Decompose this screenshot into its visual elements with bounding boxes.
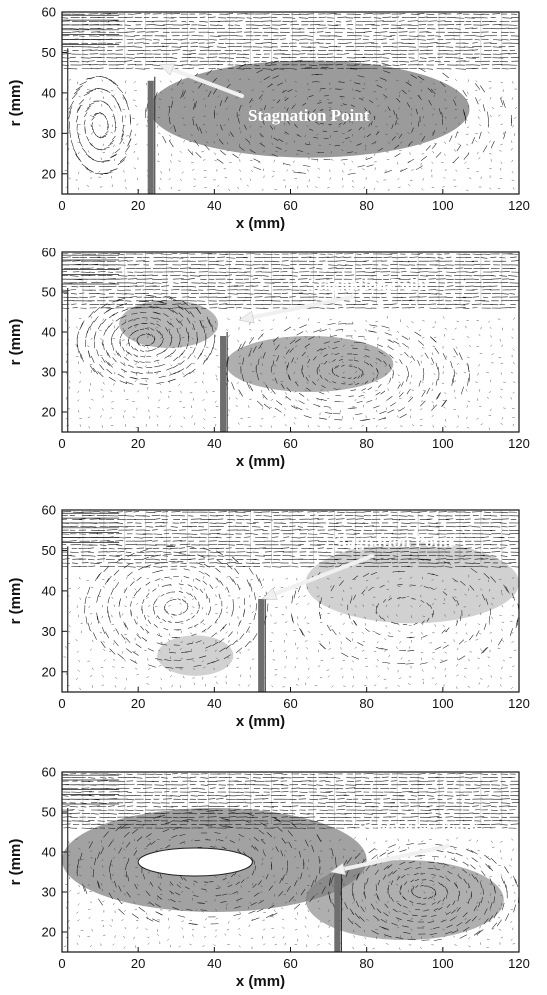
x-tick-label: 40	[207, 956, 221, 971]
x-axis-label: x (mm)	[236, 453, 285, 470]
y-tick-label: 40	[42, 325, 56, 340]
y-tick-label: 50	[42, 45, 56, 60]
vortex-hole	[137, 847, 253, 877]
x-tick-label: 20	[131, 696, 145, 711]
x-tick-label: 120	[508, 198, 530, 213]
scatter-vectors	[64, 77, 518, 192]
x-tick-label: 20	[131, 436, 145, 451]
jet-vectors	[62, 510, 519, 568]
y-tick-label: 60	[42, 503, 56, 518]
x-tick-label: 60	[283, 696, 297, 711]
annotation-label: Stagnation Point	[248, 106, 370, 125]
annotation-arrow	[238, 295, 354, 324]
scatter-vectors	[63, 836, 516, 950]
y-axis-label: r (mm)	[7, 578, 24, 625]
annotation-arrow	[329, 844, 450, 876]
y-axis-label: r (mm)	[7, 319, 24, 366]
x-tick-label: 100	[432, 696, 454, 711]
vortex-core	[305, 860, 504, 940]
y-tick-label: 50	[42, 543, 56, 558]
x-tick-label: 100	[432, 198, 454, 213]
x-tick-label: 60	[283, 956, 297, 971]
panel-1-svg: 0 20 40 60 80 100 120 20 30 40 50 60 x (mm) r (mm) Sta…	[7, 5, 530, 233]
x-tick-label: 120	[508, 696, 530, 711]
inlet-lines	[62, 254, 120, 285]
x-tick-label: 40	[207, 436, 221, 451]
vector-field	[62, 252, 519, 432]
inlet-lines	[62, 14, 120, 45]
panel-2: 0 20 40 60 80 100 120 20 30 40 50 60 x (mm) r (mm) Sta…	[0, 248, 547, 488]
vector-field	[62, 12, 519, 194]
jet-vectors	[62, 12, 519, 70]
y-axis-label: r (mm)	[7, 80, 24, 127]
recirculation-vectors	[76, 811, 519, 941]
recirculation-vectors	[76, 295, 470, 421]
y-axis-label: r (mm)	[7, 839, 24, 886]
y-tick-label: 60	[42, 5, 56, 20]
x-tick-label: 100	[432, 436, 454, 451]
x-tick-label: 120	[508, 956, 530, 971]
x-tick-label: 80	[359, 436, 373, 451]
inlet-lines	[62, 512, 120, 543]
annotation-label: Stagnation Point	[308, 275, 430, 294]
vortex-core	[305, 542, 519, 624]
x-tick-label: 0	[58, 956, 65, 971]
jet-vectors	[62, 252, 519, 310]
panel-3: 0 20 40 60 80 100 120 20 30 40 50 60 x (mm) r (mm) Sta…	[0, 500, 547, 740]
x-tick-label: 0	[58, 436, 65, 451]
x-tick-label: 40	[207, 696, 221, 711]
y-tick-label: 30	[42, 126, 56, 141]
panel-2-svg: 0 20 40 60 80 100 120 20 30 40 50 60 x (mm) r (mm) Sta…	[7, 248, 530, 470]
panel-4: 0 20 40 60 80 100 120 20 30 40 50 60 x (mm) r (mm) Sta…	[0, 758, 547, 995]
x-tick-label: 100	[432, 956, 454, 971]
y-tick-label: 20	[42, 664, 56, 679]
y-tick-label: 20	[42, 405, 56, 420]
y-tick-label: 50	[42, 285, 56, 300]
x-axis-label: x (mm)	[236, 713, 285, 730]
x-tick-label: 20	[131, 198, 145, 213]
panel-1: 0 20 40 60 80 100 120 20 30 40 50 60 x (mm) r (mm) Sta…	[0, 0, 547, 244]
panel-4-svg: 0 20 40 60 80 100 120 20 30 40 50 60 x (mm) r (mm) Sta…	[7, 765, 530, 991]
x-tick-label: 0	[58, 696, 65, 711]
x-tick-label: 60	[283, 436, 297, 451]
y-tick-label: 40	[42, 583, 56, 598]
y-tick-label: 50	[42, 805, 56, 820]
y-tick-label: 30	[42, 365, 56, 380]
y-tick-label: 40	[42, 85, 56, 100]
x-tick-label: 0	[58, 198, 65, 213]
y-tick-label: 40	[42, 845, 56, 860]
recirculation-vectors	[68, 59, 512, 175]
annotation-label: Stagnation Point	[358, 819, 480, 838]
y-tick-label: 60	[42, 248, 56, 260]
y-tick-label: 20	[42, 166, 56, 181]
inlet-lines	[62, 774, 120, 805]
y-tick-label: 20	[42, 925, 56, 940]
x-tick-label: 80	[359, 956, 373, 971]
x-tick-label: 80	[359, 696, 373, 711]
scatter-vectors	[65, 315, 516, 431]
panel-3-svg: 0 20 40 60 80 100 120 20 30 40 50 60 x (mm) r (mm) Sta…	[7, 503, 530, 731]
wall	[220, 336, 227, 432]
x-tick-label: 80	[359, 198, 373, 213]
wall	[258, 598, 265, 692]
vector-field	[62, 772, 519, 952]
vortex-core	[157, 635, 234, 676]
annotation-arrow	[261, 554, 374, 600]
y-tick-label: 30	[42, 624, 56, 639]
x-tick-label: 20	[131, 956, 145, 971]
wall	[147, 80, 154, 194]
x-tick-label: 60	[283, 198, 297, 213]
x-axis-label: x (mm)	[236, 215, 285, 232]
y-tick-label: 30	[42, 885, 56, 900]
x-axis-label: x (mm)	[236, 973, 285, 990]
annotation-arrow	[158, 63, 244, 98]
wall	[334, 872, 341, 952]
y-tick-label: 60	[42, 765, 56, 780]
vortex-core	[119, 300, 219, 348]
jet-vectors	[62, 772, 519, 830]
x-tick-label: 40	[207, 198, 221, 213]
annotation-label: Stagnation Point	[332, 532, 454, 551]
x-tick-label: 120	[508, 436, 530, 451]
